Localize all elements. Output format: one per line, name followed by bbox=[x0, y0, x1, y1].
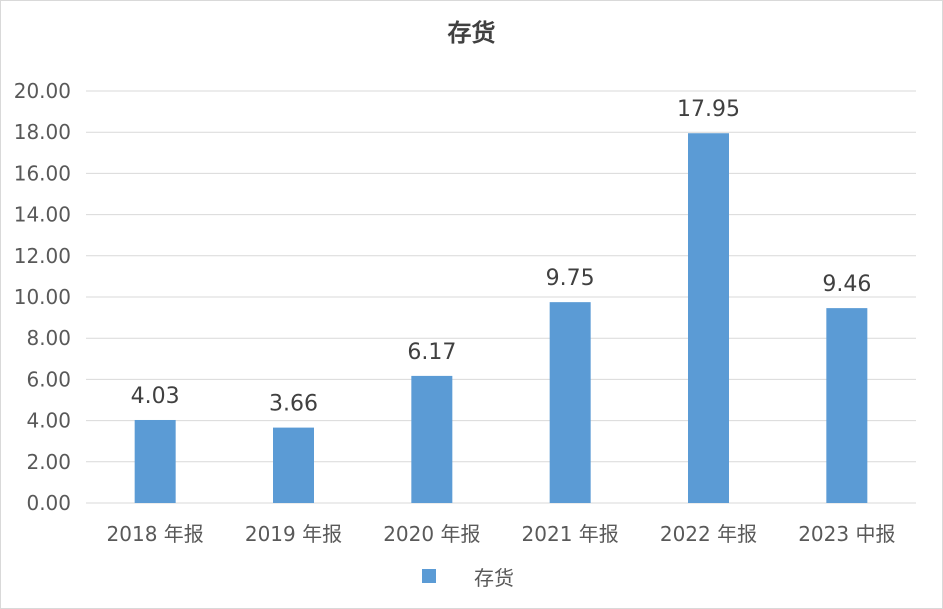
bar bbox=[273, 427, 314, 503]
x-tick-label: 2023 中报 bbox=[798, 522, 895, 546]
bar bbox=[826, 308, 868, 503]
bar bbox=[549, 302, 591, 503]
x-tick-label: 2020 年报 bbox=[383, 522, 480, 546]
y-tick-label: 12.00 bbox=[14, 244, 71, 268]
legend: 存货 bbox=[422, 563, 514, 590]
y-tick-label: 14.00 bbox=[14, 203, 71, 227]
y-tick-label: 10.00 bbox=[14, 285, 71, 309]
bar bbox=[688, 133, 729, 504]
y-tick-label: 16.00 bbox=[14, 161, 71, 185]
y-tick-label: 18.00 bbox=[14, 120, 71, 144]
x-tick-label: 2021 年报 bbox=[522, 522, 619, 546]
y-tick-label: 6.00 bbox=[26, 367, 71, 391]
x-tick-label: 2018 年报 bbox=[107, 522, 204, 546]
y-tick-label: 8.00 bbox=[26, 326, 71, 350]
chart-title: 存货 bbox=[447, 19, 496, 47]
x-tick-label: 2019 年报 bbox=[245, 522, 342, 546]
y-tick-label: 4.00 bbox=[26, 409, 71, 433]
bar bbox=[134, 419, 176, 503]
data-label: 9.46 bbox=[822, 272, 871, 297]
y-tick-label: 20.00 bbox=[14, 79, 71, 103]
data-label: 9.75 bbox=[546, 266, 595, 291]
data-label: 3.66 bbox=[269, 392, 318, 417]
legend-swatch bbox=[422, 569, 436, 583]
legend-label: 存货 bbox=[474, 565, 514, 590]
data-label: 4.03 bbox=[131, 384, 180, 409]
x-tick-label: 2022 年报 bbox=[660, 522, 757, 546]
y-tick-label: 2.00 bbox=[26, 450, 71, 474]
y-tick-label: 0.00 bbox=[26, 491, 71, 515]
bar bbox=[411, 375, 453, 503]
data-label: 6.17 bbox=[407, 340, 456, 365]
data-label: 17.95 bbox=[677, 97, 740, 122]
